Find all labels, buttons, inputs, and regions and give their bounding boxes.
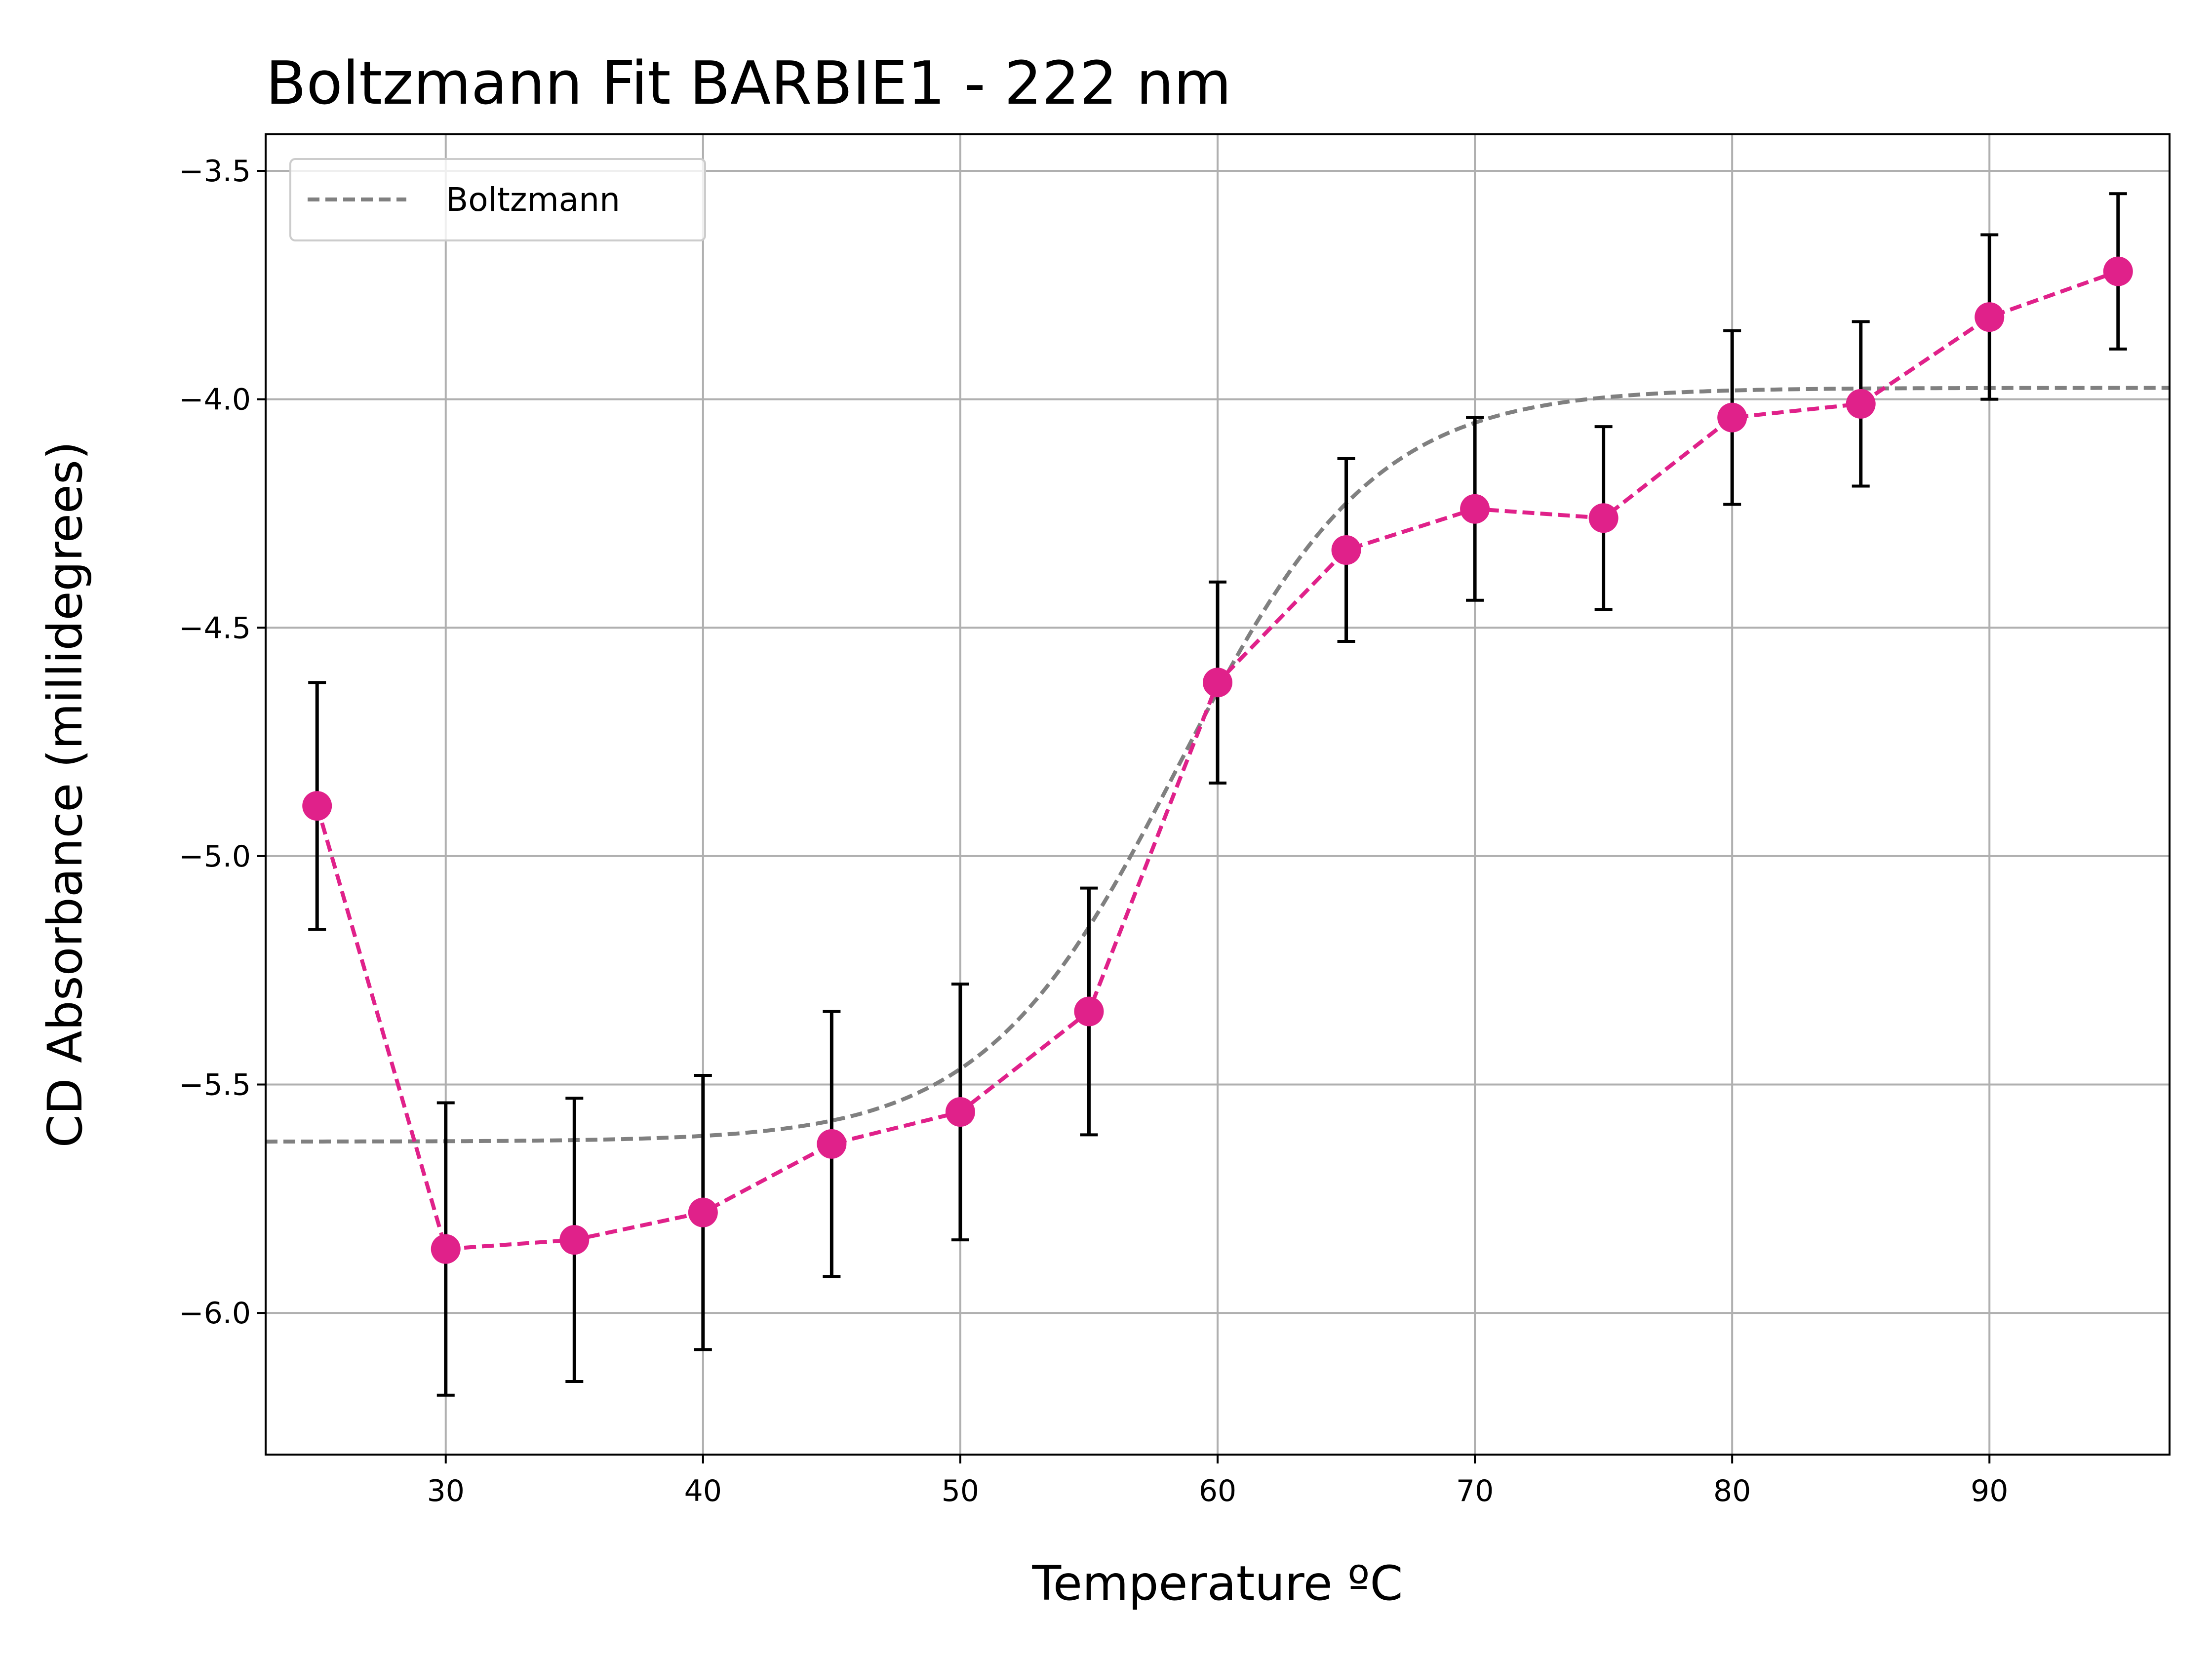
- data-point: [817, 1129, 847, 1159]
- data-point: [1588, 503, 1619, 533]
- legend-box: [289, 158, 706, 241]
- data-point: [1074, 996, 1104, 1027]
- data-point: [559, 1225, 590, 1255]
- x-axis-label: Temperature ºC: [1032, 1556, 1403, 1611]
- y-tick-label: −5.0: [179, 839, 251, 874]
- fit-curve-layer: [266, 386, 2170, 1144]
- data-series-layer: [302, 192, 2133, 1397]
- legend-label-boltzmann: Boltzmann: [446, 181, 620, 219]
- data-point: [431, 1234, 461, 1264]
- data-point: [302, 791, 332, 821]
- x-tick-label: 80: [1713, 1474, 1751, 1508]
- data-point: [1331, 535, 1361, 565]
- data-point: [688, 1197, 718, 1227]
- x-tick-label: 30: [427, 1474, 465, 1508]
- axis-ticks: 30 40 50 60 70 80 90 −3.5 −4.0 −4.5 −5.0 −5.5 −6.0: [179, 154, 2008, 1508]
- x-tick-label: 90: [1971, 1474, 2008, 1508]
- data-point: [945, 1097, 975, 1127]
- x-tick-label: 40: [684, 1474, 722, 1508]
- y-tick-label: −6.0: [179, 1296, 251, 1331]
- x-tick-label: 60: [1199, 1474, 1236, 1508]
- y-tick-label: −5.5: [179, 1068, 251, 1103]
- y-tick-label: −3.5: [179, 154, 251, 189]
- y-tick-label: −4.0: [179, 383, 251, 417]
- data-point: [2103, 256, 2133, 286]
- y-tick-label: −4.5: [179, 611, 251, 645]
- data-point: [1203, 668, 1232, 698]
- data-point: [1717, 402, 1747, 433]
- chart-title: Boltzmann Fit BARBIE1 - 222 nm: [266, 49, 1231, 118]
- data-point: [1460, 494, 1490, 524]
- data-point: [1846, 389, 1876, 419]
- y-axis-label: CD Absorbance (millidegrees): [38, 441, 93, 1148]
- legend: Boltzmann: [289, 158, 706, 241]
- x-tick-label: 70: [1456, 1474, 1494, 1508]
- x-tick-label: 50: [942, 1474, 979, 1508]
- data-point: [1975, 302, 2005, 332]
- boltzmann-fit-line: [266, 386, 2170, 1144]
